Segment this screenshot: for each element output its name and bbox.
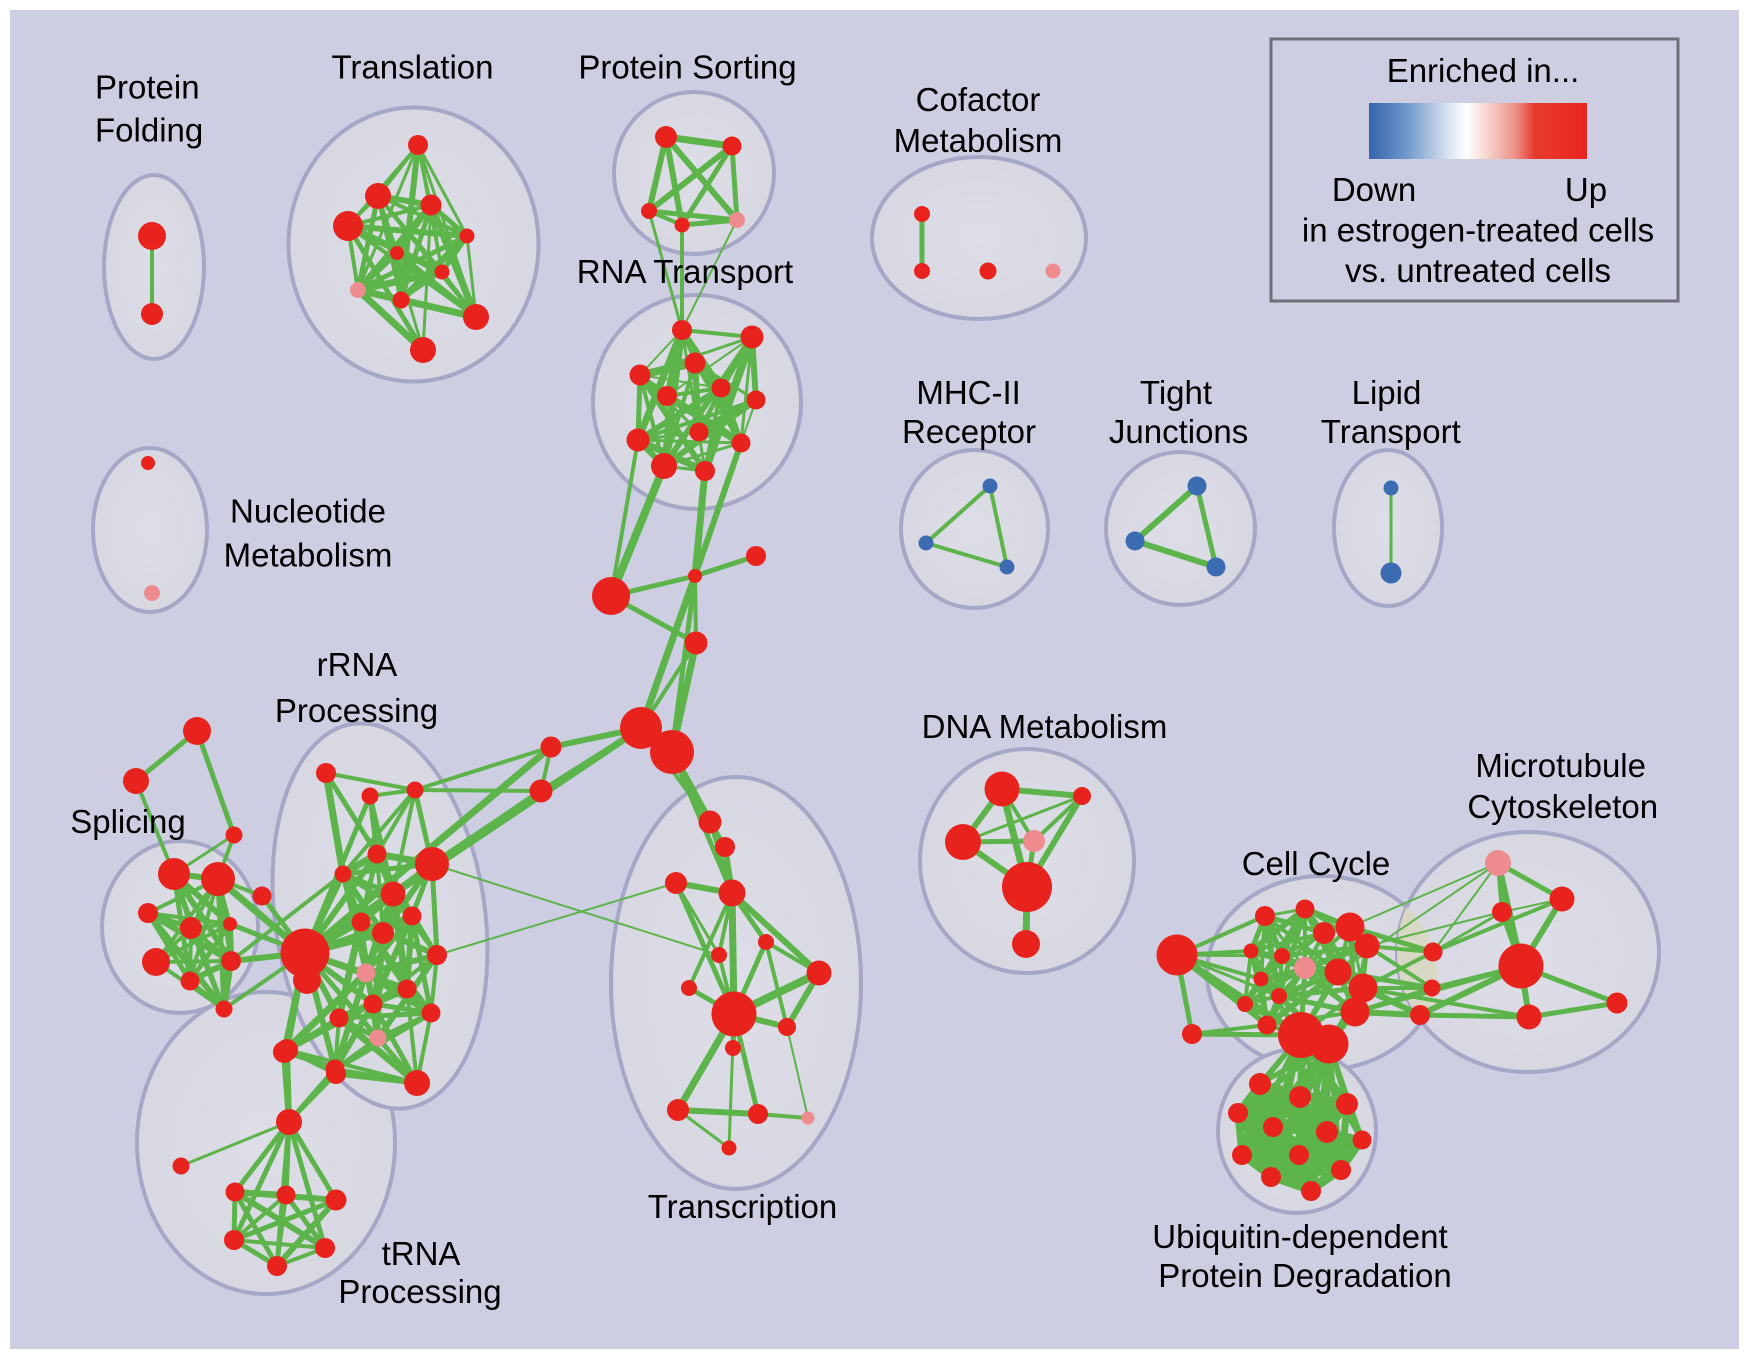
svg-text:Junctions: Junctions	[1109, 413, 1248, 450]
svg-text:rRNA: rRNA	[317, 646, 398, 683]
svg-text:Processing: Processing	[338, 1273, 501, 1310]
svg-text:Tight: Tight	[1140, 374, 1212, 411]
svg-text:Cofactor: Cofactor	[916, 81, 1041, 118]
svg-text:Transcription: Transcription	[648, 1188, 838, 1225]
svg-text:Up: Up	[1565, 171, 1607, 208]
svg-text:Down: Down	[1332, 171, 1416, 208]
svg-text:Ubiquitin-dependent: Ubiquitin-dependent	[1152, 1218, 1447, 1255]
svg-text:Processing: Processing	[275, 692, 438, 729]
svg-text:Enriched in...: Enriched in...	[1387, 52, 1580, 89]
svg-text:RNA Transport: RNA Transport	[577, 253, 793, 290]
svg-text:DNA Metabolism: DNA Metabolism	[922, 708, 1168, 745]
svg-text:Translation: Translation	[331, 48, 493, 85]
svg-text:Splicing: Splicing	[70, 803, 186, 840]
svg-text:vs. untreated cells: vs. untreated cells	[1345, 252, 1611, 289]
svg-text:Metabolism: Metabolism	[224, 536, 393, 573]
svg-text:Folding: Folding	[95, 112, 203, 149]
svg-text:Lipid: Lipid	[1352, 374, 1422, 411]
svg-text:Nucleotide: Nucleotide	[230, 493, 386, 530]
svg-text:Cytoskeleton: Cytoskeleton	[1467, 788, 1658, 825]
svg-text:Protein: Protein	[95, 69, 200, 106]
svg-text:Protein Degradation: Protein Degradation	[1158, 1257, 1452, 1294]
svg-text:Protein Sorting: Protein Sorting	[578, 48, 796, 85]
svg-text:Microtubule: Microtubule	[1475, 747, 1646, 784]
svg-text:in estrogen-treated cells: in estrogen-treated cells	[1302, 211, 1654, 248]
svg-text:Metabolism: Metabolism	[894, 122, 1063, 159]
svg-text:MHC-II: MHC-II	[916, 374, 1020, 411]
svg-text:Transport: Transport	[1321, 413, 1461, 450]
svg-text:Receptor: Receptor	[902, 413, 1036, 450]
svg-text:Cell Cycle: Cell Cycle	[1242, 845, 1391, 882]
svg-text:tRNA: tRNA	[382, 1235, 461, 1272]
